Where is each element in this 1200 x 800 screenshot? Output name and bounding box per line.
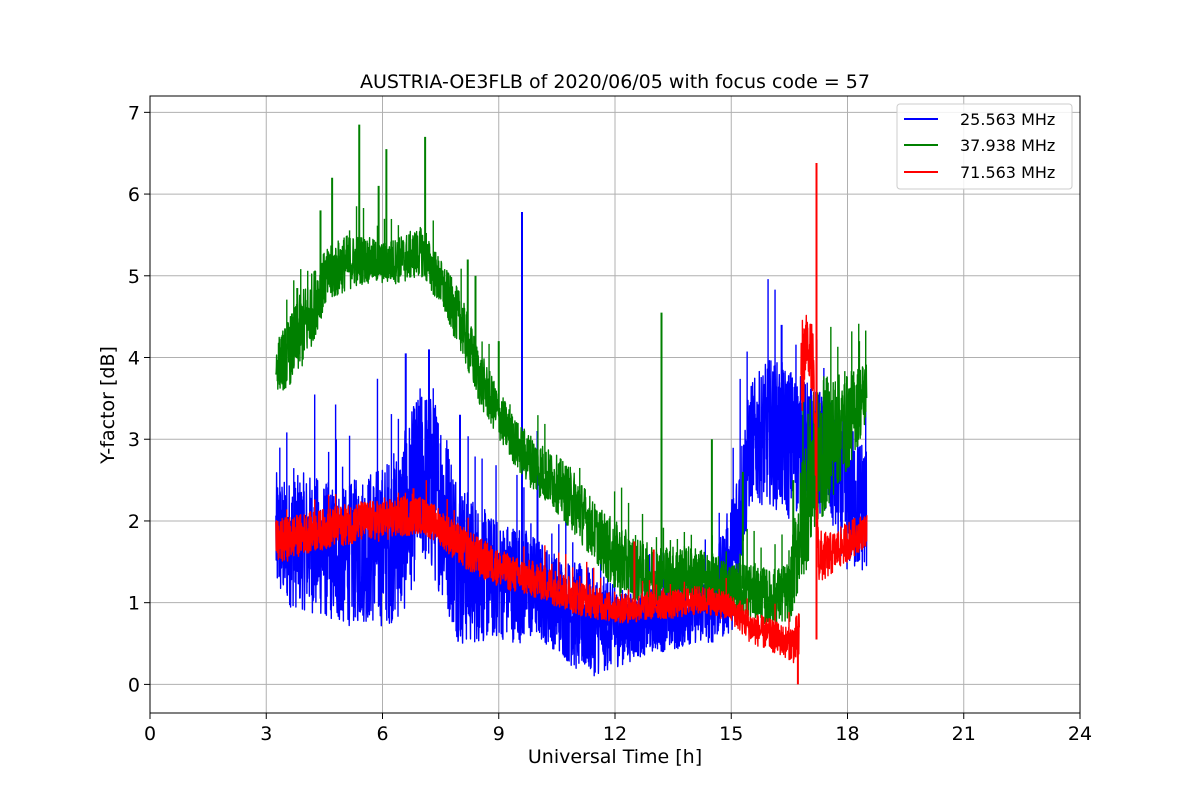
x-tick-label: 12 — [603, 723, 627, 745]
legend-box — [896, 103, 1073, 190]
legend-label-25mhz: 25.563 MHz — [960, 110, 1055, 129]
series-line — [275, 226, 868, 628]
y-tick-label: 2 — [128, 511, 140, 533]
legend-label-37mhz: 37.938 MHz — [960, 136, 1055, 155]
series-71-563-mhz — [275, 163, 868, 685]
x-tick-label: 18 — [835, 723, 859, 745]
y-tick-label: 0 — [128, 674, 140, 696]
plot-series — [275, 124, 868, 685]
x-axis-label: Universal Time [h] — [528, 746, 702, 768]
x-tick-label: 9 — [493, 723, 505, 745]
x-tick-label: 0 — [144, 723, 156, 745]
y-tick-label: 7 — [128, 102, 140, 124]
x-tick-label: 3 — [260, 723, 272, 745]
legend: 25.563 MHz 37.938 MHz 71.563 MHz — [896, 103, 1073, 190]
x-tick-label: 24 — [1068, 723, 1092, 745]
x-tick-label: 15 — [719, 723, 743, 745]
y-tick-label: 4 — [128, 348, 140, 370]
chart-title: AUSTRIA-OE3FLB of 2020/06/05 with focus … — [360, 71, 870, 93]
series-line — [275, 496, 800, 664]
y-tick-label: 6 — [128, 184, 140, 206]
x-tick-label: 21 — [952, 723, 976, 745]
y-tick-label: 1 — [128, 593, 140, 615]
series-37-938-mhz — [275, 124, 868, 628]
y-tick-label: 3 — [128, 429, 140, 451]
x-tick-label: 6 — [376, 723, 388, 745]
legend-label-71mhz: 71.563 MHz — [960, 163, 1055, 182]
y-tick-label: 5 — [128, 266, 140, 288]
series-25-563-mhz — [275, 212, 868, 677]
series-line-segment — [800, 314, 868, 581]
y-axis-label: Y-factor [dB] — [97, 346, 119, 465]
